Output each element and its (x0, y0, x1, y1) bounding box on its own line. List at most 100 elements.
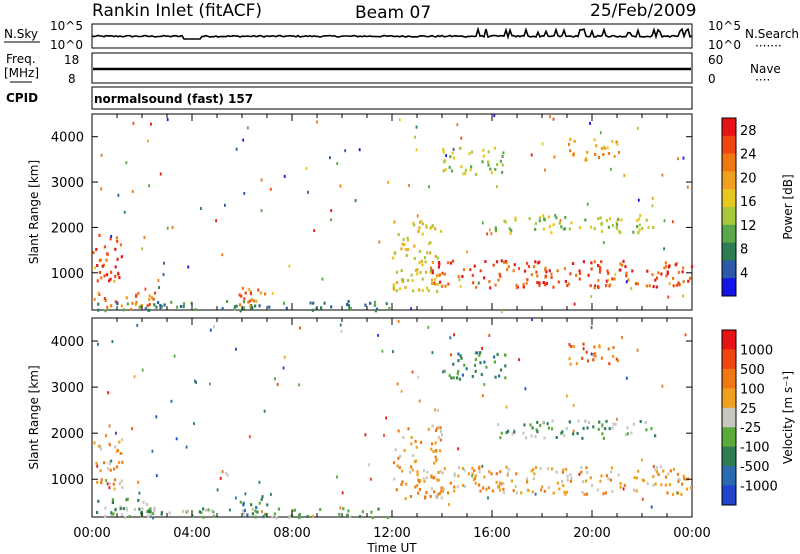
data-cell (607, 272, 610, 275)
colorbar-cell (722, 349, 736, 370)
data-cell (496, 163, 499, 167)
data-cell (111, 512, 114, 516)
data-cell (638, 223, 641, 227)
data-cell (270, 492, 272, 496)
data-cell (422, 469, 426, 473)
data-cell (586, 150, 589, 154)
data-cell (585, 492, 588, 496)
data-cell (426, 470, 429, 474)
colorbar-cell (722, 466, 736, 486)
data-cell (605, 474, 609, 478)
data-cell (654, 482, 657, 486)
data-cell (336, 475, 338, 479)
data-cell (564, 216, 567, 219)
data-cell (578, 271, 582, 275)
data-cell (682, 156, 685, 160)
data-cell (175, 437, 178, 441)
data-cell (500, 431, 503, 435)
data-cell (550, 427, 554, 431)
data-cell (416, 268, 419, 272)
data-cell (122, 308, 125, 312)
data-cell (392, 350, 394, 354)
data-cell (264, 292, 267, 296)
data-cell (447, 282, 450, 286)
data-cell (474, 358, 477, 361)
data-cell (339, 506, 342, 510)
data-cell (417, 478, 420, 482)
data-cell (339, 323, 342, 327)
data-cell (443, 272, 446, 276)
data-cell (453, 489, 456, 493)
data-cell (474, 363, 476, 367)
data-cell (336, 162, 339, 165)
data-cell (406, 238, 409, 242)
data-cell (462, 172, 465, 176)
data-cell (686, 185, 689, 189)
data-cell (126, 302, 129, 306)
data-cell (474, 369, 477, 373)
data-cell (400, 247, 403, 251)
data-cell (575, 362, 578, 366)
data-cell (618, 230, 621, 233)
data-cell (520, 491, 523, 495)
data-cell (421, 222, 424, 226)
data-cell (646, 482, 649, 486)
data-cell (593, 138, 596, 142)
data-cell (578, 269, 581, 273)
data-cell (469, 268, 472, 272)
data-cell (104, 299, 107, 302)
data-cell (600, 356, 603, 360)
data-cell (538, 281, 541, 285)
nsky-noise-line (91, 26, 693, 40)
data-cell (118, 482, 121, 485)
data-cell (607, 152, 610, 156)
data-cell (641, 497, 644, 501)
data-cell (102, 263, 105, 267)
data-cell (506, 268, 509, 272)
data-cell (526, 480, 529, 484)
data-cell (582, 480, 585, 484)
data-cell (243, 509, 246, 512)
data-cell (485, 487, 488, 491)
data-cell (615, 140, 618, 144)
data-cell (103, 274, 106, 278)
data-cell (654, 434, 657, 438)
data-cell (585, 466, 588, 470)
data-cell (138, 491, 141, 495)
data-cell (668, 282, 671, 286)
data-cell (131, 301, 134, 305)
data-cell (114, 265, 117, 269)
data-cell (383, 433, 385, 437)
data-cell (112, 512, 115, 516)
data-cell (92, 251, 95, 255)
data-cell (636, 282, 639, 286)
data-cell (95, 247, 98, 251)
data-cell (503, 353, 507, 357)
data-cell (615, 220, 618, 224)
data-cell (239, 309, 242, 313)
data-cell (564, 279, 567, 283)
data-cell (534, 435, 537, 439)
data-cell (509, 231, 512, 235)
data-cell (374, 309, 377, 313)
data-cell (100, 187, 103, 191)
data-cell (505, 405, 508, 409)
data-cell (502, 481, 505, 485)
data-cell (536, 420, 539, 424)
data-cell (682, 280, 685, 284)
data-cell (455, 376, 459, 380)
data-cell (608, 362, 611, 366)
data-cell (198, 510, 201, 514)
data-cell (315, 307, 318, 311)
data-cell (530, 434, 533, 438)
data-cell (573, 139, 576, 143)
data-cell (618, 268, 621, 272)
data-cell (441, 489, 445, 493)
data-cell (429, 266, 433, 270)
data-cell (394, 448, 397, 452)
data-cell (641, 458, 643, 462)
data-cell (396, 382, 399, 386)
data-cell (410, 442, 413, 446)
data-cell (437, 426, 440, 429)
